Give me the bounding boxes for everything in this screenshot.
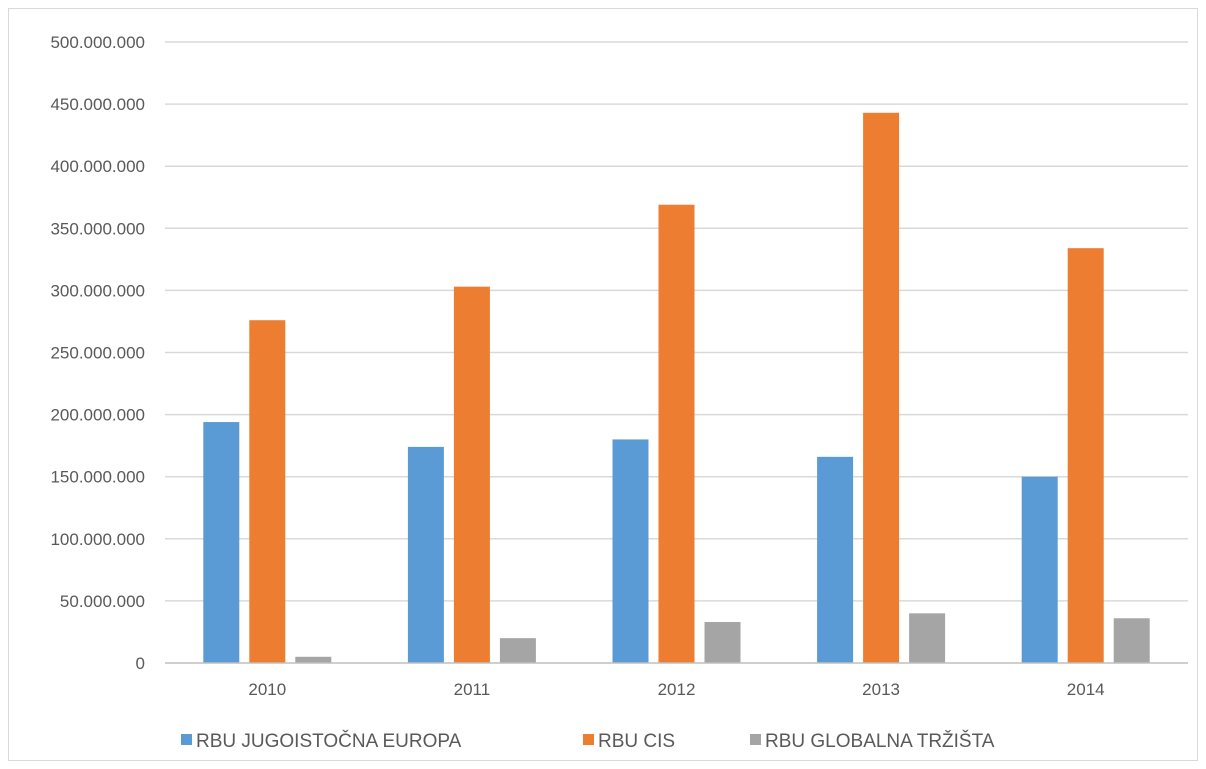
y-tick-label: 350.000.000 <box>50 219 145 238</box>
bar-2013-series-3 <box>909 613 946 663</box>
bars <box>203 112 1150 663</box>
legend-label: RBU CIS <box>598 731 675 752</box>
x-tick-label: 2013 <box>862 680 900 699</box>
bar-2011-series-2 <box>453 286 490 663</box>
bar-2011-series-1 <box>407 446 444 663</box>
bar-2010-series-3 <box>295 656 332 663</box>
y-tick-label: 0 <box>136 654 145 673</box>
gridlines <box>165 41 1188 602</box>
y-tick-label: 300.000.000 <box>50 281 145 300</box>
bar-2014-series-2 <box>1067 248 1104 663</box>
x-tick-label: 2012 <box>658 680 696 699</box>
bar-2010-series-2 <box>249 320 286 663</box>
y-tick-label: 100.000.000 <box>50 530 145 549</box>
y-tick-label: 450.000.000 <box>50 95 145 114</box>
bar-2010-series-1 <box>203 422 240 663</box>
bar-2013-series-2 <box>863 112 900 663</box>
legend-swatch <box>583 734 594 745</box>
legend: RBU JUGOISTOČNA EUROPA RBU CIS RBU GLOBALN… <box>181 730 995 752</box>
x-tick-label: 2011 <box>454 680 491 699</box>
x-axis: 2010 2011 2012 2013 2014 <box>165 662 1188 699</box>
y-tick-label: 150.000.000 <box>50 468 145 487</box>
bar-2014-series-1 <box>1021 476 1058 663</box>
bar-2011-series-3 <box>499 638 536 663</box>
y-tick-label: 200.000.000 <box>50 406 145 425</box>
bar-2013-series-1 <box>817 456 854 663</box>
y-tick-label: 500.000.000 <box>50 33 145 52</box>
y-tick-label: 50.000.000 <box>60 592 145 611</box>
legend-label: RBU GLOBALNA TRŽIŠTA <box>765 730 995 752</box>
bar-2012-series-2 <box>658 204 695 663</box>
legend-swatch <box>181 734 192 745</box>
legend-swatch <box>750 734 761 745</box>
bar-2012-series-3 <box>704 622 741 663</box>
legend-label: RBU JUGOISTOČNA EUROPA <box>196 730 462 752</box>
bar-2014-series-3 <box>1113 618 1150 663</box>
x-tick-label: 2010 <box>248 680 286 699</box>
bar-2012-series-1 <box>612 439 649 663</box>
x-tick-label: 2014 <box>1067 680 1105 699</box>
y-tick-label: 250.000.000 <box>50 344 145 363</box>
y-tick-label: 400.000.000 <box>50 157 145 176</box>
y-axis: 0 50.000.000 100.000.000 150.000.000 200.000… <box>50 33 145 673</box>
